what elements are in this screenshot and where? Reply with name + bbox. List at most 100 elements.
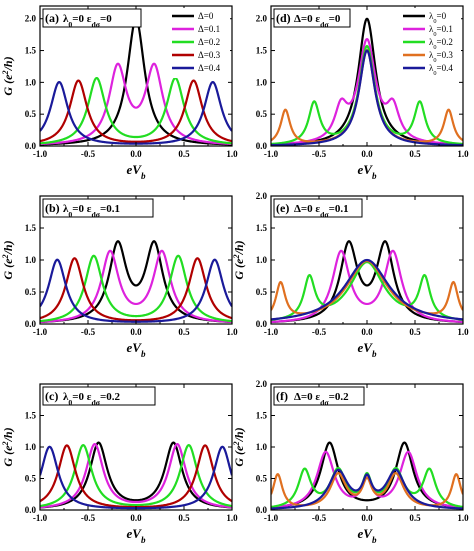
legend-label: λ0=0.4 <box>429 63 453 77</box>
series-line-3 <box>271 466 463 509</box>
x-axis-label: eVb <box>127 340 146 359</box>
series-line-5 <box>40 80 232 145</box>
series-line-3 <box>40 254 232 323</box>
y-tick-label: 1.0 <box>25 255 37 265</box>
x-tick-label: -0.5 <box>81 149 96 159</box>
legend-label: Δ=0.1 <box>198 24 220 34</box>
x-tick-label: 0.5 <box>178 513 190 523</box>
series-line-1 <box>40 441 232 509</box>
legend: Δ=0 Δ=0.1 Δ=0.2 Δ=0.3 Δ=0.4 <box>168 8 230 78</box>
x-tick-label: 0.0 <box>130 149 142 159</box>
y-tick-label: 2.0 <box>256 379 268 389</box>
parameter-annotation: λ0=0 εdσ=0 <box>63 13 112 29</box>
panel-f: -1.0 -0.5 0.0 0.5 1.0 0.0 0.5 1.0 1.5 2.0 eVb G (e2… <box>232 379 470 545</box>
panel-c: -1.0 -0.5 0.0 0.5 1.0 0.0 0.5 1.0 1.5 eVb G (e2/h)… <box>1 383 238 545</box>
x-tick-label: 0.0 <box>361 513 373 523</box>
series-line-2 <box>40 249 232 324</box>
x-axis-label: eVb <box>358 340 377 359</box>
x-tick-label: -1.0 <box>33 149 48 159</box>
x-tick-label: 1.0 <box>457 149 469 159</box>
y-tick-label: 1.5 <box>256 411 268 421</box>
y-tick-label: 0.5 <box>256 474 268 484</box>
y-tick-label: 1.5 <box>256 46 268 56</box>
x-tick-label: 0.0 <box>361 327 373 337</box>
x-tick-label: -1.0 <box>264 149 279 159</box>
panel-label: (e) <box>276 201 289 215</box>
y-tick-label: 1.0 <box>256 442 268 452</box>
y-tick-label: 2.0 <box>256 14 268 24</box>
series-line-1 <box>271 240 463 324</box>
x-tick-label: 0.5 <box>178 149 190 159</box>
series-group <box>40 441 232 510</box>
series-group <box>271 441 463 510</box>
annotation-box <box>273 386 365 406</box>
legend-label: λ0=0.3 <box>429 50 453 64</box>
series-line-5 <box>271 468 463 510</box>
y-tick-label: 0.5 <box>256 109 268 119</box>
x-tick-label: 1.0 <box>457 327 469 337</box>
panel-label: (a) <box>45 11 59 25</box>
annotation-box <box>273 198 363 218</box>
y-tick-label: 1.0 <box>25 77 37 87</box>
x-tick-label: 1.0 <box>457 513 469 523</box>
parameter-annotation: Δ=0 εdσ=0.2 <box>294 391 349 407</box>
series-line-3 <box>271 44 463 146</box>
legend-label: Δ=0.3 <box>198 50 221 60</box>
x-tick-label: 1.0 <box>226 149 238 159</box>
annotation-box <box>42 8 142 28</box>
x-axis-label: eVb <box>358 162 377 181</box>
panel-label: (b) <box>45 201 60 215</box>
annotation-box <box>42 386 156 406</box>
x-tick-label: 0.5 <box>409 149 421 159</box>
y-axis-label: G (e2/h) <box>1 240 16 279</box>
y-tick-label: 1.0 <box>256 77 268 87</box>
x-tick-label: 1.0 <box>226 513 238 523</box>
x-tick-label: 0.5 <box>409 513 421 523</box>
x-tick-label: 0.5 <box>178 327 190 337</box>
y-tick-label: 2.0 <box>256 191 268 201</box>
x-tick-label: -1.0 <box>33 327 48 337</box>
annotation-box <box>42 198 154 218</box>
y-tick-label: 0.0 <box>256 141 268 151</box>
y-tick-label: 1.5 <box>25 411 37 421</box>
legend-label: Δ=0 <box>198 11 214 21</box>
y-tick-label: 0.0 <box>25 319 37 329</box>
y-tick-label: 0.5 <box>25 287 37 297</box>
series-line-5 <box>271 49 463 146</box>
parameter-annotation: λ0=0 εdσ=0.1 <box>63 203 120 219</box>
y-tick-label: 0.0 <box>25 505 37 515</box>
x-tick-label: -0.5 <box>312 327 327 337</box>
panel-d: -1.0 -0.5 0.0 0.5 1.0 0.0 0.5 1.0 1.5 2.0 eVb (d) Δ=… <box>256 5 469 181</box>
y-tick-label: 0.0 <box>256 319 268 329</box>
y-tick-label: 0.0 <box>25 141 37 151</box>
x-tick-label: -1.0 <box>264 327 279 337</box>
x-tick-label: -0.5 <box>312 513 327 523</box>
series-line-3 <box>40 76 232 145</box>
series-line-4 <box>40 444 232 509</box>
legend-label: Δ=0.2 <box>198 37 220 47</box>
x-tick-label: -1.0 <box>33 513 48 523</box>
parameter-annotation: Δ=0 εdσ=0.1 <box>294 203 349 219</box>
x-axis-label: eVb <box>358 526 377 545</box>
series-group <box>40 240 232 324</box>
series-line-5 <box>271 258 463 321</box>
legend-label: Δ=0.4 <box>198 63 221 73</box>
series-line-3 <box>40 444 232 508</box>
panel-label: (f) <box>276 389 288 403</box>
y-axis-label: G (e2/h) <box>1 427 16 466</box>
y-tick-label: 0.5 <box>25 109 37 119</box>
x-axis-label: eVb <box>127 526 146 545</box>
x-tick-label: -0.5 <box>81 327 96 337</box>
panel-e: -1.0 -0.5 0.0 0.5 1.0 0.0 0.5 1.0 1.5 2.0 eVb G (e2… <box>232 191 470 359</box>
x-tick-label: -0.5 <box>81 513 96 523</box>
y-axis-label: G (e2/h) <box>232 240 247 279</box>
legend: λ0=0λ0=0.1λ0=0.2λ0=0.3λ0=0.4 <box>399 8 461 78</box>
y-tick-label: 0.0 <box>256 505 268 515</box>
legend-label: λ0=0 <box>429 11 447 25</box>
series-group <box>271 240 463 324</box>
panel-label: (d) <box>276 11 291 25</box>
parameter-annotation: Δ=0 εdσ=0 <box>294 13 341 29</box>
x-tick-label: 0.0 <box>130 327 142 337</box>
y-axis-label: G (e2/h) <box>232 427 247 466</box>
y-tick-label: 1.0 <box>256 255 268 265</box>
